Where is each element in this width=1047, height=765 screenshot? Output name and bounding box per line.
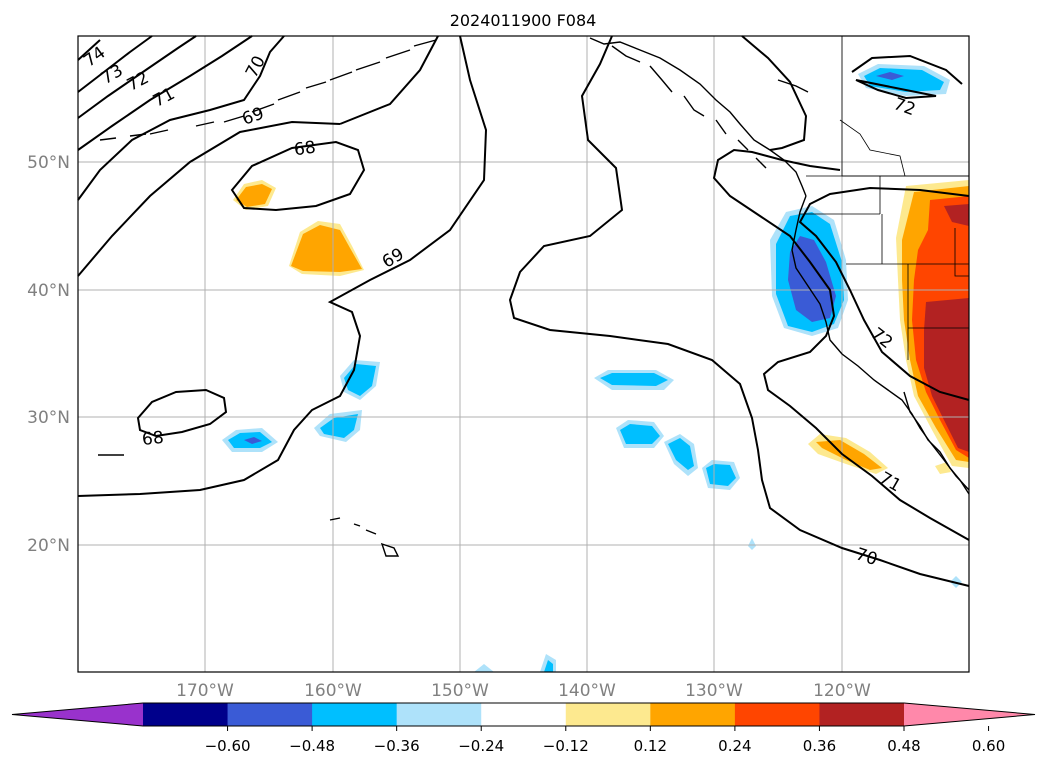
colorbar-tick-label: −0.12 — [543, 737, 589, 755]
colorbar-bin — [396, 703, 482, 726]
contour-71-east — [712, 148, 970, 541]
contour-72-east — [798, 186, 970, 401]
state-borders — [800, 36, 969, 360]
contour-72 — [77, 35, 197, 119]
map-background — [78, 36, 969, 672]
border-inset — [841, 36, 969, 177]
colorbar-bin — [481, 703, 567, 726]
colorbar-tick-label: −0.24 — [458, 737, 504, 755]
lat-label-30n: 30°N — [27, 408, 70, 428]
lon-labels: 170°W 160°W 150°W 140°W 130°W 120°W — [176, 681, 871, 701]
colorbar-extend-low — [12, 703, 143, 726]
colorbar-tick-label: −0.48 — [289, 737, 335, 755]
contour-70-east — [508, 35, 970, 587]
positive-anomaly-area — [924, 298, 969, 452]
lon-label-140w: 140°W — [558, 681, 616, 701]
figure-title: 2024011900 F084 — [450, 11, 597, 30]
colorbar-tick-label: 0.48 — [887, 737, 920, 755]
colorbar: −0.60 −0.48 −0.36 −0.24 −0.12 0.12 0.24 0.36 0.4… — [11, 702, 1036, 755]
lat-labels: 50°N 40°N 30°N 20°N — [27, 153, 70, 556]
colorbar-tick-label: 0.24 — [718, 737, 751, 755]
negative-anomaly-area — [244, 437, 262, 444]
contour-68-closed — [230, 140, 366, 212]
colorbar-bin — [819, 703, 905, 726]
coastline-aleutians — [99, 39, 437, 141]
negative-anomaly-area — [788, 236, 836, 322]
negative-anomaly-area — [474, 664, 494, 672]
contour-69-north — [77, 120, 341, 277]
colorbar-bin — [312, 703, 398, 726]
colorbar-bin — [565, 703, 651, 726]
colorbar-bin — [227, 703, 313, 726]
lon-label-130w: 130°W — [685, 681, 743, 701]
coastline-alaska — [589, 37, 807, 197]
height-contours — [77, 35, 970, 587]
colorbar-tick-label: −0.60 — [205, 737, 251, 755]
negative-anomaly-area — [600, 373, 668, 386]
positive-anomaly-area — [816, 440, 882, 470]
colorbar-bin — [734, 703, 820, 726]
negative-anomaly-area — [876, 72, 904, 80]
coastlines — [98, 37, 970, 557]
contour-74 — [77, 39, 101, 61]
contour-73 — [77, 35, 153, 93]
lon-label-150w: 150°W — [431, 681, 489, 701]
colorbar-bin — [143, 703, 229, 726]
colorbar-outline — [11, 702, 1036, 727]
border-state — [800, 119, 969, 360]
lat-label-20n: 20°N — [27, 536, 70, 556]
negative-anomaly-area — [668, 438, 694, 470]
positive-anomaly-area — [944, 204, 969, 226]
map-panel: 74 73 72 71 70 69 68 68 69 72 72 71 70 — [77, 35, 970, 673]
lat-label-50n: 50°N — [27, 153, 70, 173]
contour-69 — [77, 35, 488, 497]
coastline-alaska-islands — [611, 45, 809, 169]
lon-label-170w: 170°W — [176, 681, 234, 701]
gridlines — [78, 36, 969, 672]
colorbar-tick-label: 0.60 — [972, 737, 1005, 755]
coastline-hawaii — [329, 517, 400, 557]
contour-70 — [77, 35, 285, 201]
negative-anomaly-area — [620, 424, 660, 444]
negative-anomaly-area — [320, 414, 358, 438]
positive-anomaly-area — [236, 184, 272, 207]
lon-label-160w: 160°W — [304, 681, 362, 701]
colorbar-tick-label: 0.36 — [803, 737, 836, 755]
colorbar-tick-label: −0.36 — [374, 737, 420, 755]
colorbar-extend-high — [904, 703, 1035, 726]
colorbar-tick-label: 0.12 — [634, 737, 667, 755]
contour-68-south — [136, 388, 228, 438]
contour-label: 68 — [141, 428, 165, 450]
contour-72-inset — [851, 54, 963, 100]
lat-label-40n: 40°N — [27, 281, 70, 301]
contour-70-coast — [741, 35, 808, 151]
negative-anomaly-area — [748, 538, 756, 550]
anomaly-shading — [222, 64, 969, 672]
negative-anomaly-area — [544, 660, 553, 672]
colorbar-bin — [650, 703, 736, 726]
lon-label-120w: 120°W — [813, 681, 871, 701]
contour-71 — [77, 35, 253, 151]
contour-label: 68 — [293, 137, 317, 160]
coastline-baja — [903, 391, 970, 495]
map-frame — [77, 35, 970, 673]
positive-anomaly-area — [291, 225, 362, 272]
